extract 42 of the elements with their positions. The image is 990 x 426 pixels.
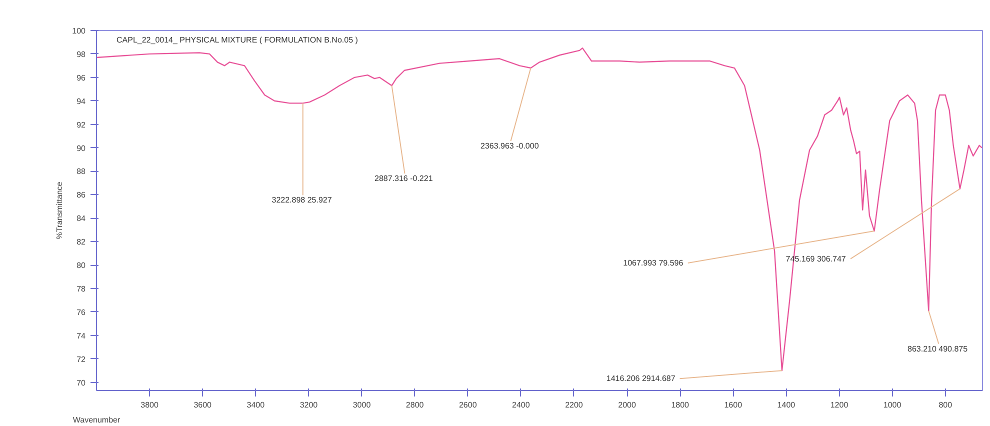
y-tick-label: 98 bbox=[76, 50, 86, 59]
y-axis-title: %Transmittance bbox=[55, 181, 64, 240]
y-tick-label: 90 bbox=[76, 144, 86, 153]
text: CAPL_22_0014_ PHYSICAL MIXTURE ( FORMULATION B.No.05 ) bbox=[116, 36, 358, 44]
y-tick-label: 96 bbox=[76, 73, 86, 82]
annotation: 863.210 490.875 bbox=[908, 344, 968, 354]
x-tick-label: 3200 bbox=[300, 400, 318, 410]
x-axis-title: Wavenumber bbox=[72, 416, 120, 424]
annotation: 1416.206 2914.687 bbox=[606, 374, 676, 384]
x-tick-label: 2600 bbox=[458, 400, 478, 410]
x-tick-label: 3400 bbox=[246, 400, 266, 410]
y-tick-label: 72 bbox=[76, 354, 86, 364]
annotation: 2363.963 -0.000 bbox=[480, 142, 540, 151]
annotation: 2887.316 -0.221 bbox=[374, 174, 434, 184]
y-tick-label: 70 bbox=[76, 378, 86, 388]
x-tick-label: 3800 bbox=[140, 400, 160, 410]
x-tick-label: 1400 bbox=[777, 400, 796, 410]
y-tick-label: 78 bbox=[76, 284, 86, 294]
x-tick-label: 1600 bbox=[724, 400, 743, 410]
x-tick-label: 3600 bbox=[194, 400, 212, 410]
x-tick-label: 1000 bbox=[883, 400, 902, 410]
y-tick-label: 92 bbox=[76, 120, 86, 130]
y-tick-label: 86 bbox=[76, 190, 86, 200]
y-tick-label: 80 bbox=[76, 261, 86, 270]
x-tick-label: 2400 bbox=[512, 400, 530, 410]
annotation: 3222.898 25.927 bbox=[272, 196, 332, 205]
x-tick-label: 2800 bbox=[406, 400, 424, 410]
y-tick-label: 82 bbox=[76, 238, 86, 247]
x-tick-label: 1200 bbox=[830, 400, 849, 410]
x-tick-label: 1800 bbox=[671, 400, 690, 410]
y-tick-label: 88 bbox=[76, 167, 86, 176]
x-tick-label: 800 bbox=[938, 400, 953, 410]
annotation: 1067.993 79.596 bbox=[623, 258, 684, 268]
y-tick-label: 100 bbox=[72, 26, 86, 36]
line-series bbox=[96, 47, 982, 372]
x-tick-label: 2200 bbox=[565, 400, 584, 410]
y-tick-label: 76 bbox=[76, 308, 86, 317]
y-tick-label: 74 bbox=[76, 331, 86, 340]
x-tick-label: 3000 bbox=[352, 400, 372, 410]
y-tick-label: 94 bbox=[76, 96, 86, 106]
y-tick-label: 84 bbox=[76, 214, 86, 224]
x-tick-label: 2000 bbox=[618, 400, 636, 410]
